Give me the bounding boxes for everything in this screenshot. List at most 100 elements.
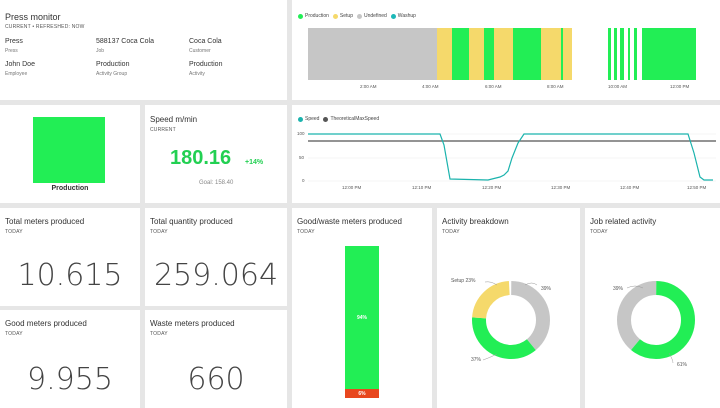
speed-x-tick-6: 12:50 PM: [687, 185, 707, 190]
job-activity-tile[interactable]: Job related activity TODAY 39% 61%: [585, 208, 720, 408]
leader-line-undefined: [524, 282, 538, 286]
timeline-right-segment: [608, 28, 696, 80]
production-status-label: Production: [51, 185, 89, 192]
legend-production-label: Production: [305, 13, 329, 19]
speed-x-tick-5: 12:40 PM: [620, 185, 640, 190]
good-meters-value: 9.955: [27, 362, 113, 397]
job-leader-undefined: [626, 285, 644, 289]
press-monitor-title: Press monitor: [5, 12, 61, 22]
waste-segment: 6%: [345, 389, 379, 398]
good-meters-title: Good meters produced: [5, 319, 87, 328]
total-meters-tile[interactable]: Total meters produced TODAY 10.615: [0, 208, 140, 306]
field-press-label: Press: [5, 48, 18, 54]
waste-meters-tile[interactable]: Waste meters produced TODAY 660: [145, 310, 287, 408]
good-waste-sub: TODAY: [297, 229, 315, 235]
legend-speed-label: Speed: [305, 116, 320, 122]
press-monitor-tile[interactable]: Press monitor CURRENT • REFRESHED: NOW P…: [0, 0, 287, 100]
speed-line: [308, 133, 713, 181]
waste-segment-label: 6%: [358, 390, 366, 397]
speed-y-tick-100: 100: [297, 131, 305, 136]
job-leader-production: [668, 352, 674, 364]
legend-theoretical-max: TheoreticalMaxSpeed: [323, 116, 379, 122]
segment-setup: [563, 28, 572, 80]
field-employee-value: John Doe: [5, 61, 35, 68]
job-activity-title: Job related activity: [590, 217, 657, 226]
good-meters-sub: TODAY: [5, 331, 23, 337]
segment-production: [628, 28, 630, 80]
speed-chart-tile[interactable]: Speed TheoreticalMaxSpeed 100 50 0 12:00…: [292, 105, 720, 203]
total-meters-sub: TODAY: [5, 229, 23, 235]
job-activity-donut: [617, 281, 695, 364]
waste-meters-sub: TODAY: [150, 331, 168, 337]
waste-meters-value: 660: [187, 362, 245, 397]
total-meters-value: 10.615: [17, 258, 123, 293]
job-activity-label-undefined: 39%: [613, 286, 624, 292]
refresh-status: CURRENT • REFRESHED: NOW: [5, 24, 85, 30]
speed-x-tick-4: 12:30 PM: [551, 185, 571, 190]
timeline-chart: [308, 28, 696, 80]
field-job-label: Job: [96, 48, 105, 54]
field-job-value: 588137 Coca Cola: [96, 38, 154, 45]
activity-breakdown-tile[interactable]: Activity breakdown TODAY Setup 23% 39% 3…: [437, 208, 580, 408]
activity-breakdown-label-production: 37%: [471, 357, 482, 363]
field-activity-group-label: Activity Group: [96, 71, 128, 77]
good-meters-tile[interactable]: Good meters produced TODAY 9.955: [0, 310, 140, 408]
good-waste-bar: 94% 6%: [345, 246, 379, 398]
field-employee-label: Employee: [5, 71, 28, 77]
field-customer-label: Customer: [189, 48, 211, 54]
activity-breakdown-label-setup: Setup 23%: [451, 278, 476, 284]
segment-setup: [469, 28, 484, 80]
field-activity-label: Activity: [189, 71, 205, 77]
legend-setup: Setup: [332, 13, 353, 19]
timeline-tick-4: 8:00 AM: [547, 84, 564, 89]
activity-timeline-tile[interactable]: Production Setup Undefined Washup 2:00 A…: [292, 0, 720, 100]
timeline-tick-1: 2:00 AM: [360, 84, 377, 89]
field-activity-value: Production: [189, 61, 223, 68]
speed-delta: +14%: [245, 159, 264, 166]
total-quantity-tile[interactable]: Total quantity produced TODAY 259.064: [145, 208, 287, 306]
segment-undefined: [308, 28, 437, 80]
timeline-tick-2: 4:00 AM: [422, 84, 439, 89]
legend-production: Production: [298, 13, 329, 19]
donut-slice-undefined: [472, 281, 550, 359]
job-activity-label-production: 61%: [677, 362, 688, 368]
speed-goal: Goal: 158.40: [199, 180, 234, 186]
segment-production: [608, 28, 611, 80]
donut-slice-production: [472, 281, 550, 359]
total-quantity-title: Total quantity produced: [150, 217, 233, 226]
timeline-tick-3: 6:00 AM: [485, 84, 502, 89]
field-press-value: Press: [5, 38, 23, 45]
good-segment-label: 94%: [356, 314, 367, 321]
legend-setup-label: Setup: [339, 13, 353, 19]
speed-tile[interactable]: Speed m/min CURRENT 180.16 +14% Goal: 15…: [145, 105, 287, 203]
timeline-tick-6: 12:00 PM: [670, 84, 690, 89]
total-quantity-value: 259.064: [153, 258, 279, 293]
legend-theoretical-max-label: TheoreticalMaxSpeed: [330, 116, 380, 122]
production-status-tile[interactable]: Production: [0, 105, 140, 203]
segment-production: [634, 28, 637, 80]
speed-x-tick-3: 12:20 PM: [482, 185, 502, 190]
segment-setup: [541, 28, 561, 80]
speed-x-tick-2: 12:10 PM: [412, 185, 432, 190]
activity-breakdown-label-undefined: 39%: [541, 286, 552, 292]
speed-subtitle: CURRENT: [150, 127, 176, 133]
segment-production: [614, 28, 617, 80]
speed-line-chart: [308, 133, 716, 182]
good-waste-tile[interactable]: Good/waste meters produced TODAY 94% 6%: [292, 208, 432, 408]
good-segment: 94%: [345, 246, 379, 389]
total-quantity-sub: TODAY: [150, 229, 168, 235]
segment-production: [452, 28, 469, 80]
job-activity-sub: TODAY: [590, 229, 608, 235]
segment-production: [484, 28, 494, 80]
leader-line-production: [482, 353, 498, 361]
field-activity-group-value: Production: [96, 61, 130, 68]
activity-breakdown-donut: [472, 281, 550, 361]
activity-breakdown-sub: TODAY: [442, 229, 460, 235]
timeline-legend: Production Setup Undefined Washup: [298, 13, 416, 19]
legend-undefined: Undefined: [356, 13, 387, 19]
segment-production: [513, 28, 541, 80]
speed-value: 180.16: [170, 147, 232, 169]
speed-title: Speed m/min: [150, 115, 198, 124]
total-meters-title: Total meters produced: [5, 217, 85, 226]
good-waste-title: Good/waste meters produced: [297, 217, 402, 226]
